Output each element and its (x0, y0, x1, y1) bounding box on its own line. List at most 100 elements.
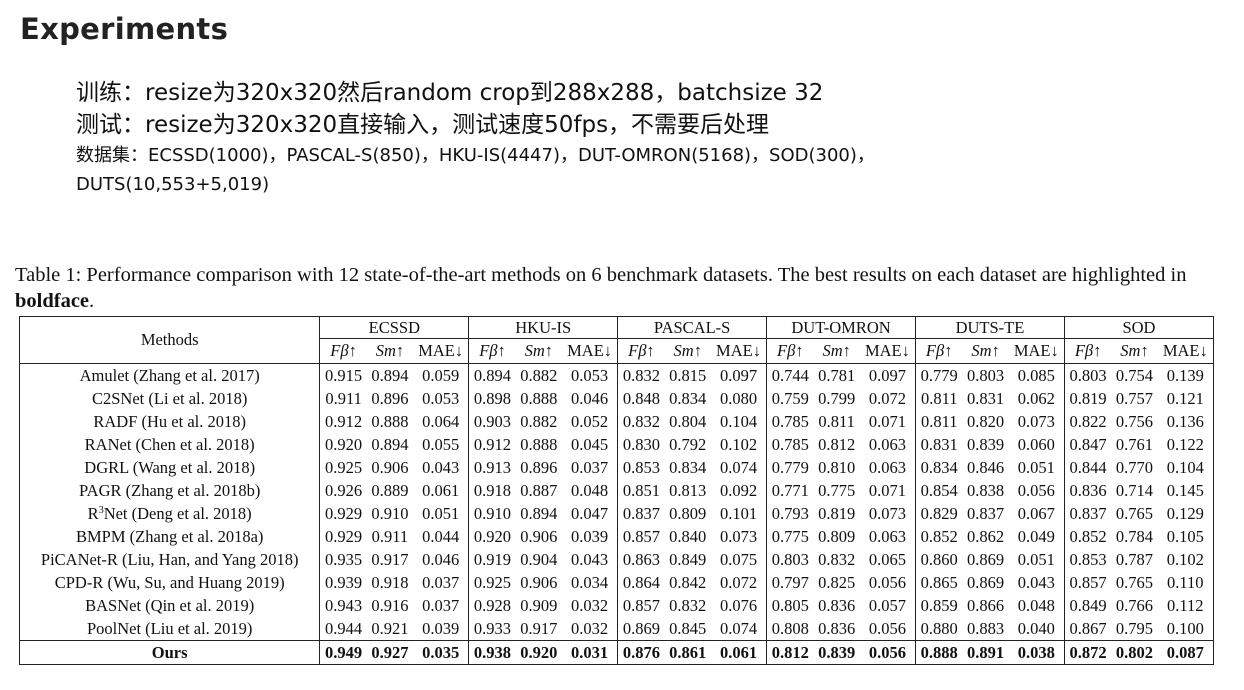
metric-value: 0.051 (1017, 457, 1055, 477)
metric-value: 0.918 (371, 572, 409, 592)
method-name-superscript: 3 (98, 504, 104, 516)
metric-value: 0.869 (966, 549, 1005, 569)
metric-value: 0.829 (915, 502, 963, 525)
metric-value: 0.837 (617, 502, 665, 525)
metric-value: 0.811 (915, 387, 963, 410)
metric-value: 0.803 (766, 548, 814, 571)
metric-value: 0.853 (617, 456, 665, 479)
metric-value: 0.867 (1063, 617, 1112, 641)
metric-value: 0.045 (571, 434, 609, 454)
metric-value: 0.073 (1017, 411, 1055, 431)
metric-value: 0.072 (719, 572, 758, 592)
metric-value: 0.805 (766, 594, 814, 617)
metric-value: 0.911 (371, 526, 409, 546)
metric-header: MAE↓ (1157, 338, 1214, 364)
table-row: Ours 0.949 0.927 0.035 0.938 0.920 0.031 0.876 0… (19, 640, 1214, 665)
metric-value: 0.754 (1115, 365, 1154, 385)
metric-value: 0.857 (1063, 571, 1112, 594)
metric-value: 0.846 (966, 457, 1005, 477)
metric-value: 0.073 (868, 503, 906, 523)
metric-value: 0.834 (915, 456, 963, 479)
metric-value: 0.917 (520, 618, 558, 638)
metric-value: 0.085 (1017, 365, 1055, 385)
method-name: R3Net (Deng et al. 2018) (20, 502, 320, 525)
metric-value: 0.921 (371, 618, 409, 638)
metric-header: Sm↑ (813, 338, 860, 364)
caption-bold: boldface (15, 290, 90, 312)
metric-value: 0.929 (319, 502, 367, 525)
metric-value: 0.882 (520, 411, 558, 431)
metric-value: 0.059 (422, 365, 460, 385)
metric-value: 0.849 (669, 549, 707, 569)
metric-value: 0.071 (868, 480, 906, 500)
table-row: R3Net (Deng et al. 2018) 0.929 0.910 0.051 0… (20, 502, 1214, 525)
metric-value: 0.839 (813, 640, 860, 665)
dataset-header: DUT-OMRON (766, 316, 916, 339)
metric-value: 0.894 (468, 363, 516, 387)
metric-value: 0.056 (1017, 480, 1055, 500)
metric-value: 0.785 (766, 410, 814, 433)
metric-value: 0.839 (966, 434, 1005, 454)
metric-value: 0.861 (664, 640, 711, 665)
metric-value: 0.860 (915, 548, 963, 571)
metric-value: 0.919 (468, 548, 516, 571)
metric-value: 0.110 (1167, 572, 1204, 592)
metric-value: 0.051 (422, 503, 460, 523)
metric-value: 0.052 (571, 411, 609, 431)
method-name: C2SNet (Li et al. 2018) (92, 388, 248, 408)
metric-value: 0.757 (1115, 388, 1154, 408)
metric-value: 0.925 (468, 571, 516, 594)
page-title: Experiments (20, 12, 229, 46)
caption-end: . (89, 290, 95, 312)
table-row: CPD-R (Wu, Su, and Huang 2019) 0.939 0.918… (20, 571, 1214, 594)
metric-value: 0.043 (1017, 572, 1055, 592)
metric-value: 0.837 (966, 503, 1005, 523)
metric-value: 0.865 (915, 571, 963, 594)
metric-value: 0.834 (669, 457, 707, 477)
metric-header: MAE↓ (859, 338, 916, 364)
metric-value: 0.104 (1166, 457, 1204, 477)
metric-value: 0.803 (1063, 363, 1112, 387)
metric-value: 0.136 (1166, 411, 1204, 431)
metric-value: 0.048 (1017, 595, 1055, 615)
metric-value: 0.076 (719, 595, 758, 615)
dataset-header: ECSSD (319, 316, 469, 339)
metric-value: 0.909 (520, 595, 558, 615)
metric-value: 0.834 (669, 388, 707, 408)
datasets-note-cont: DUTS(10,553+5,019) (76, 174, 270, 195)
metric-value: 0.863 (617, 548, 665, 571)
metric-value: 0.809 (669, 503, 707, 523)
train-note: 训练：resize为320x320然后random crop到288x288，b… (76, 80, 824, 106)
metric-value: 0.056 (859, 640, 916, 665)
table-row: BASNet (Qin et al. 2019) 0.943 0.916 0.037 0… (20, 594, 1214, 617)
metric-value: 0.787 (1115, 549, 1154, 569)
method-name-part: Net (Deng et al. 2018) (103, 503, 252, 523)
method-name: CPD-R (Wu, Su, and Huang 2019) (54, 572, 285, 592)
metric-value: 0.943 (319, 594, 367, 617)
table-caption: Table 1: Performance comparison with 12 … (15, 262, 1230, 314)
metric-value: 0.880 (915, 617, 963, 641)
metric-value: 0.832 (818, 549, 856, 569)
dataset-header: SOD (1063, 316, 1214, 339)
metric-value: 0.866 (966, 595, 1005, 615)
metric-value: 0.053 (571, 365, 609, 385)
dataset-header: PASCAL-S (617, 316, 767, 339)
metric-value: 0.756 (1115, 411, 1154, 431)
metric-value: 0.784 (1115, 526, 1154, 546)
metric-value: 0.872 (1063, 640, 1112, 665)
metric-value: 0.744 (766, 363, 814, 387)
metric-value: 0.898 (468, 387, 516, 410)
metric-value: 0.804 (669, 411, 707, 431)
metric-value: 0.812 (766, 640, 814, 665)
metric-value: 0.830 (617, 433, 665, 456)
metric-value: 0.852 (915, 525, 963, 548)
metric-value: 0.047 (571, 503, 609, 523)
metric-value: 0.105 (1166, 526, 1204, 546)
metric-value: 0.849 (1063, 594, 1112, 617)
metric-value: 0.060 (1017, 434, 1055, 454)
metric-value: 0.808 (766, 617, 814, 641)
metric-value: 0.920 (319, 433, 367, 456)
metric-value: 0.072 (868, 388, 906, 408)
metric-header: Fβ↑ (766, 338, 814, 364)
metric-value: 0.927 (366, 640, 414, 665)
